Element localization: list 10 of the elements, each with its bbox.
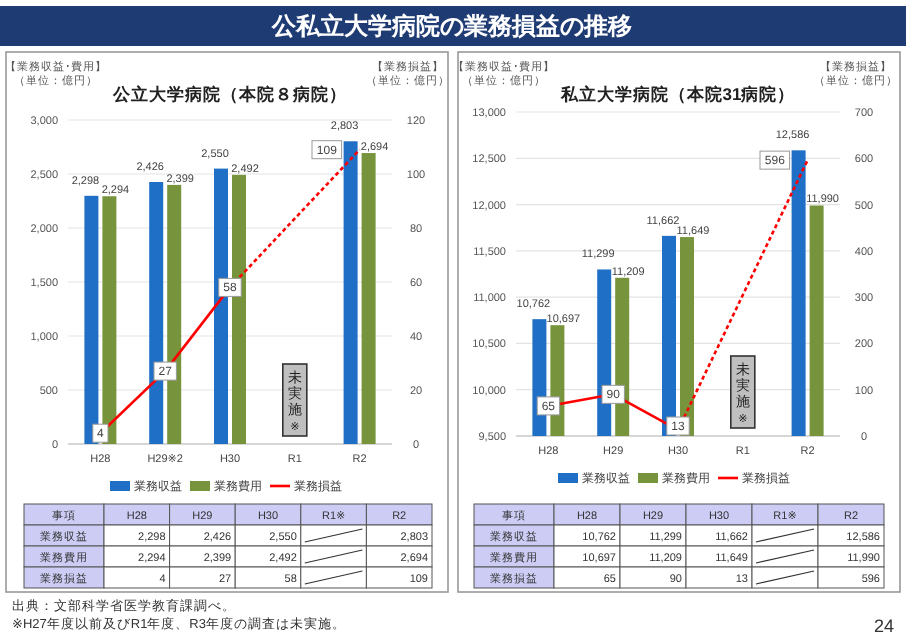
text: 24 <box>873 616 894 636</box>
chart-title: 公立大学病院（本院８病院） <box>111 84 347 104</box>
bar <box>102 196 117 444</box>
chart-title: 私立大学病院（本院31病院） <box>558 84 796 104</box>
bar <box>214 168 228 444</box>
bar <box>232 174 246 444</box>
bar <box>361 153 376 444</box>
bar <box>84 195 99 444</box>
bar <box>343 141 358 444</box>
text: 公私立大学病院の業務損益の推移 <box>270 12 632 40</box>
